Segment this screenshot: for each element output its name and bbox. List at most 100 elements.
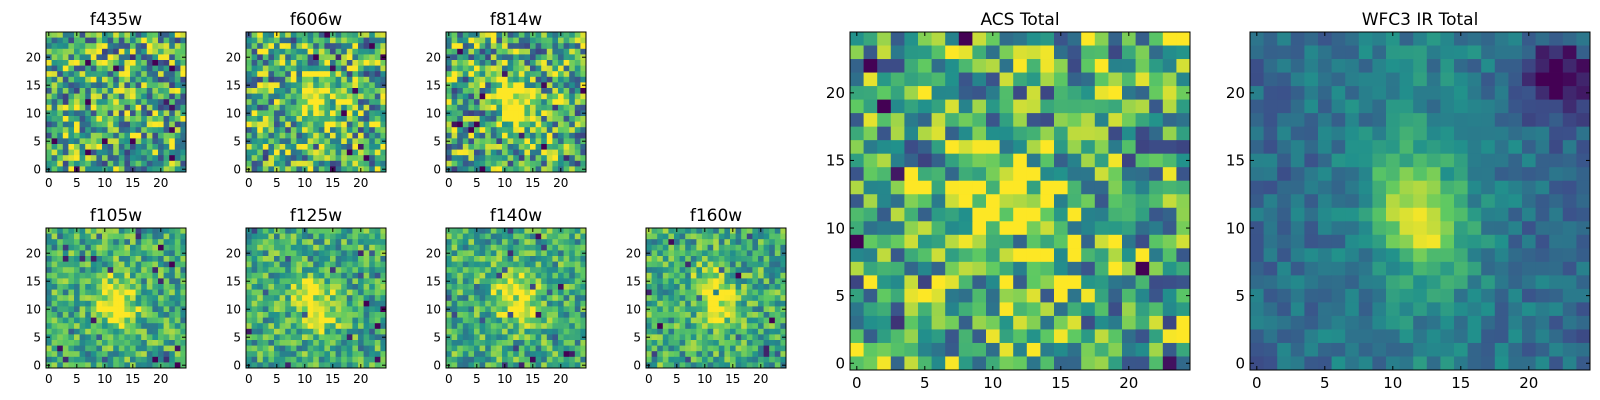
x-tick-label: 10 xyxy=(97,372,112,386)
y-tick-label: 5 xyxy=(835,287,845,305)
x-tick-label: 5 xyxy=(920,374,930,392)
axes-frame xyxy=(1249,31,1591,371)
y-tick-label: 5 xyxy=(33,134,41,148)
panel-title: f814w xyxy=(490,10,542,30)
x-tick-label: 15 xyxy=(1051,374,1070,392)
y-tick-label: 0 xyxy=(33,358,41,372)
y-tick-label: 20 xyxy=(26,246,41,260)
y-tick-label: 10 xyxy=(826,219,845,237)
x-tick-label: 10 xyxy=(497,176,512,190)
x-tick-label: 15 xyxy=(325,372,340,386)
axes-frame xyxy=(45,227,187,369)
x-tick-label: 10 xyxy=(983,374,1002,392)
image-pixels xyxy=(246,228,387,369)
axes-frame xyxy=(45,31,187,173)
x-tick-label: 20 xyxy=(1119,374,1138,392)
x-tick-label: 20 xyxy=(753,372,768,386)
y-tick-label: 0 xyxy=(233,162,241,176)
x-tick-label: 15 xyxy=(1451,374,1470,392)
y-tick-label: 10 xyxy=(226,302,241,316)
panel-f140w: f140w 0 5 10 15 20 0 5 10 15 20 xyxy=(426,206,587,386)
x-tick-label: 20 xyxy=(1519,374,1538,392)
x-tick-label: 0 xyxy=(445,176,453,190)
x-tick-label: 15 xyxy=(725,372,740,386)
x-tick-label: 10 xyxy=(97,176,112,190)
x-tick-label: 5 xyxy=(673,372,681,386)
x-tick-label: 5 xyxy=(73,372,81,386)
y-tick-label: 0 xyxy=(1235,354,1245,372)
y-tick-label: 5 xyxy=(433,134,441,148)
axes-frame xyxy=(245,31,387,173)
y-tick-label: 15 xyxy=(26,274,41,288)
image-pixels xyxy=(646,228,787,369)
image-pixels xyxy=(1250,32,1591,371)
x-tick-label: 0 xyxy=(445,372,453,386)
image-pixels xyxy=(46,32,187,173)
y-tick-label: 5 xyxy=(233,330,241,344)
x-tick-label: 5 xyxy=(273,176,281,190)
y-tick-label: 10 xyxy=(426,106,441,120)
panel-f105w: f105w 0 5 10 15 20 0 5 10 15 20 xyxy=(26,206,187,386)
image-pixels xyxy=(446,228,587,369)
x-tick-label: 0 xyxy=(852,374,862,392)
x-tick-label: 5 xyxy=(1320,374,1330,392)
panel-f435w: f435w 0 5 10 15 20 0 5 10 15 20 xyxy=(26,10,187,190)
y-tick-label: 10 xyxy=(1226,219,1245,237)
image-pixels xyxy=(446,32,587,173)
y-tick-label: 15 xyxy=(826,152,845,170)
x-tick-label: 10 xyxy=(497,372,512,386)
y-tick-label: 20 xyxy=(826,84,845,102)
x-tick-label: 15 xyxy=(525,372,540,386)
y-tick-label: 20 xyxy=(226,246,241,260)
y-tick-label: 20 xyxy=(1226,84,1245,102)
x-tick-label: 15 xyxy=(325,176,340,190)
y-tick-label: 5 xyxy=(433,330,441,344)
y-tick-label: 20 xyxy=(26,50,41,64)
axes-frame xyxy=(445,227,587,369)
x-tick-label: 0 xyxy=(245,176,253,190)
panel-title: f140w xyxy=(490,206,542,226)
x-tick-label: 0 xyxy=(45,176,53,190)
panel-wfc3-ir-total: WFC3 IR Total 0 5 10 15 20 0 5 10 15 20 xyxy=(1226,10,1591,392)
panel-title: ACS Total xyxy=(980,10,1059,30)
panel-title: f105w xyxy=(90,206,142,226)
x-tick-label: 0 xyxy=(1252,374,1262,392)
y-tick-label: 5 xyxy=(233,134,241,148)
x-tick-label: 15 xyxy=(525,176,540,190)
x-tick-label: 10 xyxy=(697,372,712,386)
image-pixels xyxy=(46,228,187,369)
y-tick-label: 5 xyxy=(1235,287,1245,305)
image-pixels xyxy=(246,32,387,173)
y-tick-label: 15 xyxy=(26,78,41,92)
y-tick-label: 0 xyxy=(33,162,41,176)
y-tick-label: 10 xyxy=(426,302,441,316)
y-tick-label: 15 xyxy=(226,274,241,288)
x-tick-label: 20 xyxy=(353,176,368,190)
axes-frame xyxy=(445,31,587,173)
panel-f606w: f606w 0 5 10 15 20 0 5 10 15 20 xyxy=(226,10,387,190)
y-tick-label: 0 xyxy=(835,354,845,372)
image-pixels xyxy=(850,32,1191,371)
y-tick-label: 20 xyxy=(426,50,441,64)
x-tick-label: 5 xyxy=(273,372,281,386)
x-tick-label: 15 xyxy=(125,372,140,386)
x-tick-label: 15 xyxy=(125,176,140,190)
x-tick-label: 20 xyxy=(553,372,568,386)
panel-title: f160w xyxy=(690,206,742,226)
y-tick-label: 0 xyxy=(433,358,441,372)
x-tick-label: 0 xyxy=(645,372,653,386)
y-tick-label: 20 xyxy=(226,50,241,64)
x-tick-label: 20 xyxy=(353,372,368,386)
panel-title: WFC3 IR Total xyxy=(1362,10,1479,30)
y-tick-label: 10 xyxy=(626,302,641,316)
y-tick-label: 10 xyxy=(26,302,41,316)
x-tick-label: 20 xyxy=(553,176,568,190)
y-tick-label: 20 xyxy=(626,246,641,260)
y-tick-label: 5 xyxy=(633,330,641,344)
panel-title: f435w xyxy=(90,10,142,30)
x-tick-label: 0 xyxy=(45,372,53,386)
y-tick-label: 15 xyxy=(626,274,641,288)
x-tick-label: 10 xyxy=(1383,374,1402,392)
y-tick-label: 15 xyxy=(426,78,441,92)
panel-f125w: f125w 0 5 10 15 20 0 5 10 15 20 xyxy=(226,206,387,386)
